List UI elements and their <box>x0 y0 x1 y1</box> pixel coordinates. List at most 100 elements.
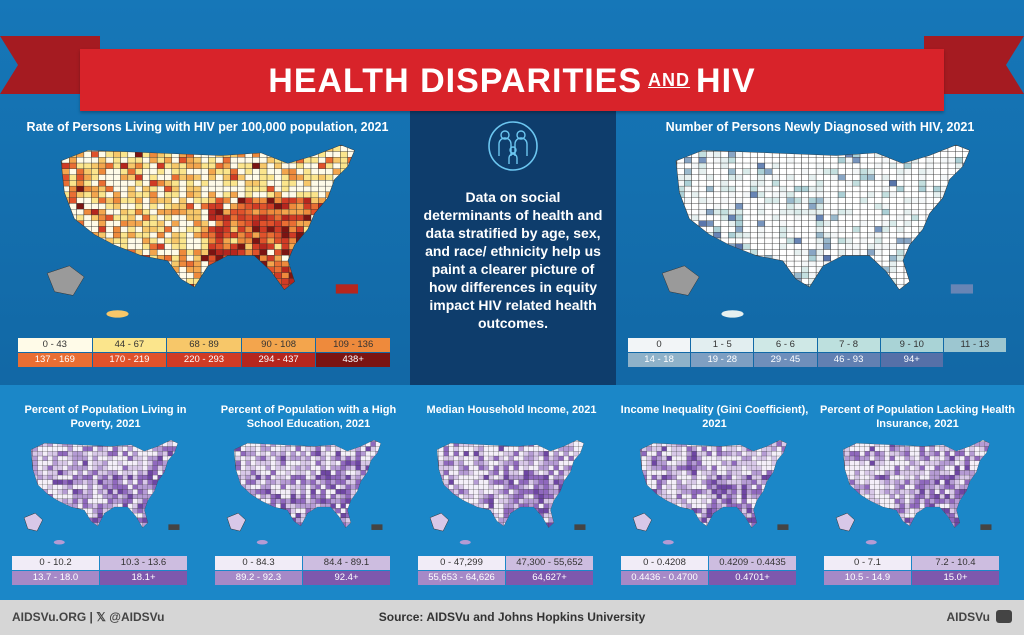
puerto-rico-shape <box>574 524 586 530</box>
legend-item: 7 - 8 <box>817 338 880 352</box>
legend-item: 90 - 108 <box>241 338 316 352</box>
footer-links[interactable]: AIDSVu.ORG | 𝕏 @AIDSVu <box>12 610 165 624</box>
legend-item: 6 - 6 <box>754 338 817 352</box>
banner: HEALTH DISPARITIES AND HIV <box>0 14 1024 111</box>
legend-living: 0 - 43 44 - 67 68 - 89 90 - 108 109 - 136 137… <box>18 338 390 367</box>
legend-item: 89.2 - 92.3 <box>215 571 302 585</box>
small-map <box>429 439 586 545</box>
legend-item: 18.1+ <box>100 571 187 585</box>
source-text: Source: AIDSVu and Johns Hopkins Univers… <box>378 610 646 624</box>
county-cells <box>234 440 381 528</box>
puerto-rico-shape <box>371 524 383 530</box>
legend-item: 47,300 - 55,652 <box>506 556 593 570</box>
legend-item: 9 - 10 <box>880 338 943 352</box>
legend-item: 170 - 219 <box>92 353 167 367</box>
puerto-rico-shape <box>980 524 992 530</box>
small-map-title: Income Inequality (Gini Coefficient), 20… <box>620 404 809 430</box>
legend-item: 0.4701+ <box>709 571 796 585</box>
puerto-rico-shape <box>777 524 789 530</box>
legend-item: 10.5 - 14.9 <box>824 571 911 585</box>
small-map <box>632 439 789 545</box>
center-text: Data on social determinants of health an… <box>423 189 603 331</box>
legend-item: 46 - 93 <box>817 353 880 367</box>
legend-item: 19 - 28 <box>691 353 754 367</box>
small-legend: 0 - 47,299 47,300 - 55,652 55,653 - 64,626… <box>418 556 593 585</box>
legend-item: 15.0+ <box>912 571 999 585</box>
alaska-shape <box>835 512 855 532</box>
county-cells <box>61 145 355 290</box>
legend-item: 68 - 89 <box>167 338 241 352</box>
footer: AIDSVu.ORG | 𝕏 @AIDSVu Source: AIDSVu an… <box>0 600 1024 635</box>
legend-item: 438+ <box>316 353 390 367</box>
alaska-shape <box>23 512 43 532</box>
county-cells <box>676 145 970 290</box>
small-legend: 0 - 7.1 7.2 - 10.4 10.5 - 14.9 15.0+ <box>824 556 999 585</box>
legend-item: 14 - 18 <box>628 353 691 367</box>
small-map <box>226 439 383 545</box>
legend-item: 10.3 - 13.6 <box>100 556 187 570</box>
puerto-rico-shape <box>335 284 358 294</box>
small-map-title: Percent of Population with a High School… <box>220 404 397 430</box>
small-map <box>23 439 180 545</box>
small-legend: 0 - 10.2 10.3 - 13.6 13.7 - 18.0 18.1+ <box>12 556 187 585</box>
legend-item: 0 <box>628 338 691 352</box>
legend-item: 0 - 43 <box>18 338 92 352</box>
legend-item: 0 - 47,299 <box>418 556 505 570</box>
county-cells <box>843 440 990 528</box>
legend-item: 55,653 - 64,626 <box>418 571 505 585</box>
county-cells <box>640 440 787 528</box>
legend-item: 44 - 67 <box>92 338 167 352</box>
legend-item: 294 - 437 <box>241 353 316 367</box>
small-legend: 0 - 0.4208 0.4209 - 0.4435 0.4436 - 0.4700… <box>621 556 796 585</box>
legend-item: 137 - 169 <box>18 353 92 367</box>
legend-item: 0.4436 - 0.4700 <box>621 571 708 585</box>
small-map-title: Percent of Population Lacking Health Ins… <box>820 404 1015 430</box>
county-cells <box>31 440 178 528</box>
small-map-title: Percent of Population Living in Poverty,… <box>24 404 187 430</box>
brand-logo: AIDSVu <box>946 610 990 624</box>
legend-item: 11 - 13 <box>943 338 1006 352</box>
hawaii-shape <box>662 540 674 545</box>
family-icon <box>488 121 538 171</box>
hawaii-shape <box>721 310 744 318</box>
map-title-new: Number of Persons Newly Diagnosed with H… <box>665 120 975 134</box>
legend-item: 1 - 5 <box>691 338 754 352</box>
county-cells <box>437 440 584 528</box>
legend-item: 29 - 45 <box>754 353 817 367</box>
legend-item: 94+ <box>880 353 943 367</box>
legend-item: 220 - 293 <box>167 353 241 367</box>
legend-item: 92.4+ <box>303 571 390 585</box>
alaska-shape <box>632 512 652 532</box>
legend-item: 109 - 136 <box>316 338 390 352</box>
small-map <box>835 439 992 545</box>
legend-item: 7.2 - 10.4 <box>912 556 999 570</box>
puerto-rico-shape <box>168 524 180 530</box>
hawaii-shape <box>459 540 471 545</box>
legend-item: 13.7 - 18.0 <box>12 571 99 585</box>
hawaii-shape <box>865 540 877 545</box>
map-hiv-new <box>661 144 973 318</box>
puerto-rico-shape <box>950 284 973 294</box>
legend-item: 84.4 - 89.1 <box>303 556 390 570</box>
legend-item: 0.4209 - 0.4435 <box>709 556 796 570</box>
hawaii-shape <box>256 540 268 545</box>
alaska-shape <box>226 512 246 532</box>
legend-item: 64,627+ <box>506 571 593 585</box>
map-title-living: Rate of Persons Living with HIV per 100,… <box>26 120 389 134</box>
legend-item: 0 - 84.3 <box>215 556 302 570</box>
small-map-title: Median Household Income, 2021 <box>426 404 597 416</box>
alaska-shape <box>661 265 700 296</box>
legend-item: 0 - 7.1 <box>824 556 911 570</box>
small-legend: 0 - 84.3 84.4 - 89.1 89.2 - 92.3 92.4+ <box>215 556 390 585</box>
alaska-shape <box>429 512 449 532</box>
hawaii-shape <box>106 310 129 318</box>
legend-item: 0 - 10.2 <box>12 556 99 570</box>
center-panel <box>410 95 616 385</box>
brand-icon <box>996 610 1012 623</box>
legend-item: 0 - 0.4208 <box>621 556 708 570</box>
hawaii-shape <box>53 540 65 545</box>
page-title: HEALTH DISPARITIES AND HIV <box>80 49 944 111</box>
map-hiv-living <box>46 144 358 318</box>
